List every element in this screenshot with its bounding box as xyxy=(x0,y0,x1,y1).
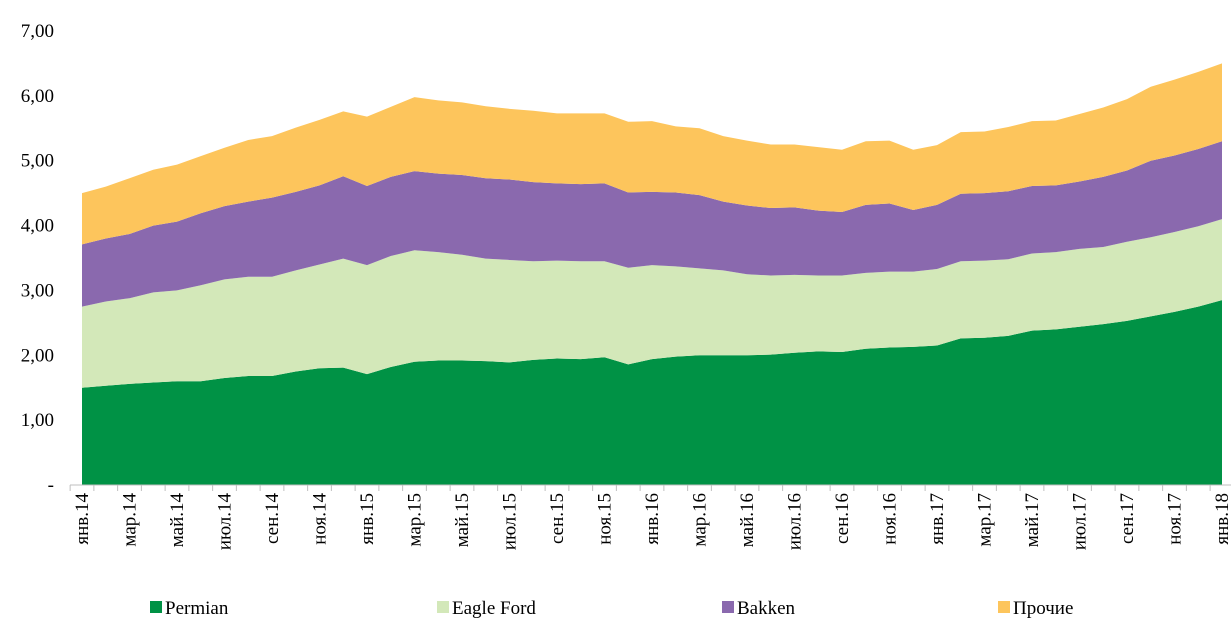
x-tick-label: янв.14 xyxy=(72,493,93,545)
y-tick-label: 7,00 xyxy=(21,21,54,42)
area xyxy=(82,300,1222,485)
y-tick-label: 4,00 xyxy=(21,216,54,237)
legend-swatch xyxy=(722,601,734,613)
x-tick-label: июл.17 xyxy=(1070,493,1091,550)
legend-swatch xyxy=(437,601,449,613)
legend-label: Прочие xyxy=(1013,598,1073,619)
x-tick-label: мар.14 xyxy=(120,493,141,547)
x-tick-label: май.14 xyxy=(167,493,188,548)
area xyxy=(82,141,1222,307)
x-tick-label: ноя.15 xyxy=(595,493,616,545)
area xyxy=(82,219,1222,388)
x-tick-label: сен.17 xyxy=(1117,493,1138,544)
x-tick-label: мар.16 xyxy=(690,493,711,547)
y-tick-label: - xyxy=(48,475,54,496)
legend-swatch xyxy=(150,601,162,613)
legend-label: Eagle Ford xyxy=(452,598,536,619)
x-tick-label: май.16 xyxy=(737,493,758,547)
x-tick-label: июл.15 xyxy=(500,493,521,550)
x-tick-label: сен.15 xyxy=(547,493,568,544)
x-tick-label: май.15 xyxy=(452,493,473,547)
x-tick-label: июл.16 xyxy=(785,493,806,550)
x-tick-label: ноя.14 xyxy=(310,493,331,545)
y-tick-label: 1,00 xyxy=(21,410,54,431)
x-tick-label: янв.18 xyxy=(1212,493,1231,545)
x-tick-label: май.17 xyxy=(1022,493,1043,547)
y-tick-label: 2,00 xyxy=(21,345,54,366)
x-tick-label: сен.16 xyxy=(832,493,853,544)
x-tick-label: янв.17 xyxy=(927,493,948,545)
x-tick-label: мар.15 xyxy=(405,493,426,547)
y-tick-label: 3,00 xyxy=(21,280,54,301)
x-tick-label: сен.14 xyxy=(262,493,283,545)
area xyxy=(82,63,1222,245)
x-tick-label: ноя.16 xyxy=(880,493,901,545)
y-tick-label: 6,00 xyxy=(21,86,54,107)
legend-label: Permian xyxy=(165,598,229,619)
x-tick-label: янв.15 xyxy=(357,493,378,545)
y-tick-label: 5,00 xyxy=(21,151,54,172)
x-tick-label: янв.16 xyxy=(642,493,663,545)
x-tick-label: июл.14 xyxy=(215,493,236,551)
legend-label: Bakken xyxy=(737,598,796,619)
x-tick-label: мар.17 xyxy=(975,493,996,547)
legend-swatch xyxy=(998,601,1010,613)
x-tick-label: ноя.17 xyxy=(1165,493,1186,545)
